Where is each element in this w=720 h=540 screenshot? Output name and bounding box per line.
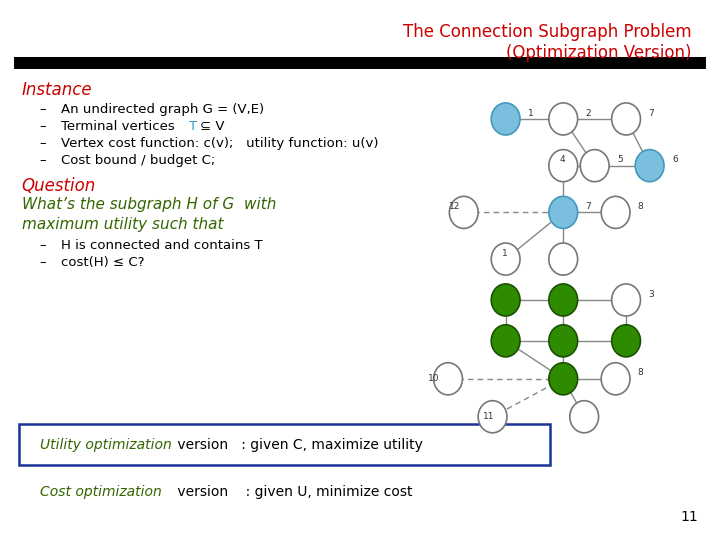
FancyBboxPatch shape bbox=[19, 424, 550, 465]
Text: –: – bbox=[40, 120, 46, 133]
Text: version   : given C, maximize utility: version : given C, maximize utility bbox=[173, 438, 423, 452]
Circle shape bbox=[601, 363, 630, 395]
Text: 8: 8 bbox=[638, 368, 644, 377]
Circle shape bbox=[570, 401, 598, 433]
Text: 11: 11 bbox=[483, 412, 495, 421]
Text: cost(H) ≤ C?: cost(H) ≤ C? bbox=[61, 256, 145, 269]
Text: 10: 10 bbox=[428, 374, 440, 383]
Circle shape bbox=[635, 150, 664, 182]
Circle shape bbox=[491, 243, 520, 275]
Text: –: – bbox=[40, 239, 46, 252]
Circle shape bbox=[549, 284, 577, 316]
Text: maximum utility such that: maximum utility such that bbox=[22, 217, 223, 232]
Text: (Optimization Version): (Optimization Version) bbox=[505, 44, 691, 62]
Circle shape bbox=[433, 363, 462, 395]
Circle shape bbox=[549, 243, 577, 275]
Circle shape bbox=[491, 284, 520, 316]
Text: 4: 4 bbox=[559, 156, 565, 164]
Text: 6: 6 bbox=[672, 156, 678, 164]
Text: –: – bbox=[40, 137, 46, 150]
Text: What’s the subgraph H of G  with: What’s the subgraph H of G with bbox=[22, 197, 276, 212]
Text: Cost optimization: Cost optimization bbox=[40, 485, 161, 500]
Text: 5: 5 bbox=[617, 156, 623, 164]
Text: 2: 2 bbox=[585, 109, 591, 118]
Text: –: – bbox=[40, 154, 46, 167]
Circle shape bbox=[549, 197, 577, 228]
Text: 8: 8 bbox=[638, 202, 644, 211]
Text: The Connection Subgraph Problem: The Connection Subgraph Problem bbox=[402, 23, 691, 41]
Text: Instance: Instance bbox=[22, 81, 92, 99]
Circle shape bbox=[491, 103, 520, 135]
Circle shape bbox=[612, 103, 641, 135]
Circle shape bbox=[491, 325, 520, 357]
Text: version    : given U, minimize cost: version : given U, minimize cost bbox=[173, 485, 413, 500]
Text: 11: 11 bbox=[680, 510, 698, 524]
Text: An undirected graph G = (V,E): An undirected graph G = (V,E) bbox=[61, 103, 264, 116]
Circle shape bbox=[449, 197, 478, 228]
Text: H is connected and contains T: H is connected and contains T bbox=[61, 239, 263, 252]
Text: T: T bbox=[189, 120, 197, 133]
Text: Utility optimization: Utility optimization bbox=[40, 438, 171, 452]
Circle shape bbox=[549, 363, 577, 395]
Bar bbox=[14, 57, 706, 69]
Text: ⊆ V: ⊆ V bbox=[200, 120, 225, 133]
Text: –: – bbox=[40, 103, 46, 116]
Circle shape bbox=[478, 401, 507, 433]
Circle shape bbox=[580, 150, 609, 182]
Text: Vertex cost function: c(v);   utility function: u(v): Vertex cost function: c(v); utility func… bbox=[61, 137, 379, 150]
Text: 7: 7 bbox=[648, 109, 654, 118]
Text: 12: 12 bbox=[449, 202, 461, 211]
Circle shape bbox=[601, 197, 630, 228]
Circle shape bbox=[612, 284, 641, 316]
Text: –: – bbox=[40, 256, 46, 269]
Circle shape bbox=[612, 325, 641, 357]
Text: Cost bound / budget C;: Cost bound / budget C; bbox=[61, 154, 215, 167]
Text: 3: 3 bbox=[648, 289, 654, 299]
Circle shape bbox=[549, 103, 577, 135]
Text: 1: 1 bbox=[502, 249, 508, 258]
Circle shape bbox=[549, 150, 577, 182]
Circle shape bbox=[549, 325, 577, 357]
Text: Terminal vertices: Terminal vertices bbox=[61, 120, 179, 133]
Text: 7: 7 bbox=[585, 202, 591, 211]
Text: 1: 1 bbox=[528, 109, 534, 118]
Text: Question: Question bbox=[22, 177, 96, 195]
